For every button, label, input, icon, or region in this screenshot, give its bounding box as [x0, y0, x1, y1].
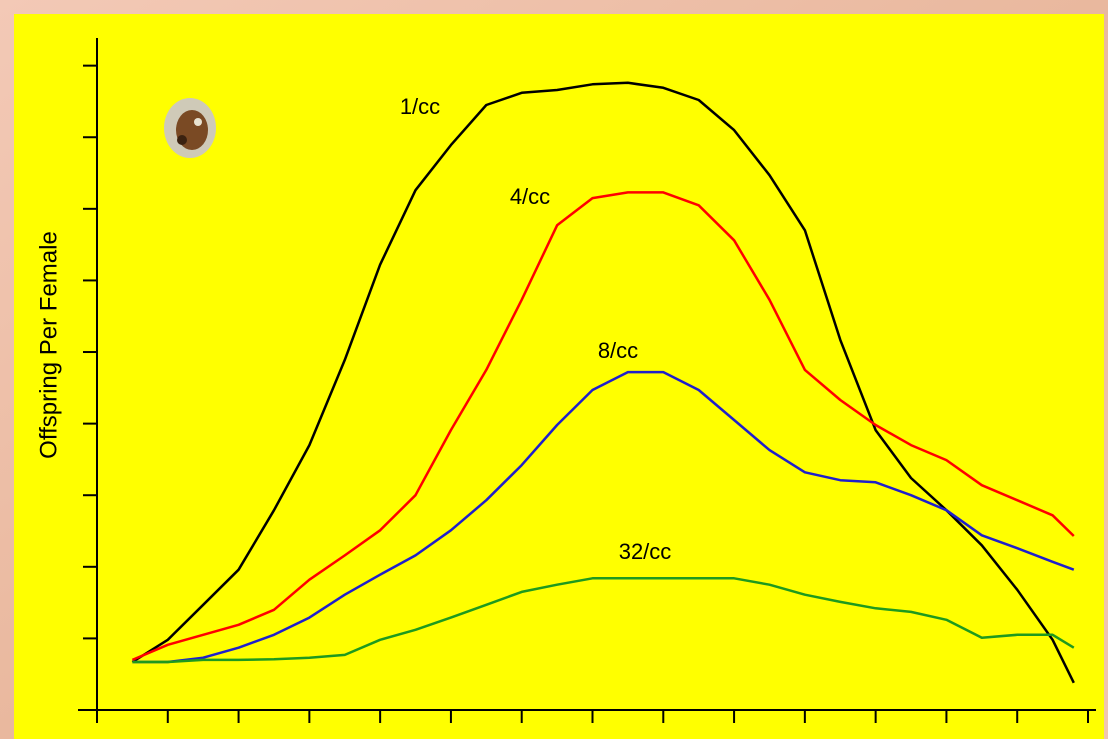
chart: Offspring Per Female 1/cc 4/cc 8/cc 32/cc [0, 0, 1108, 739]
series-label: 4/cc [510, 184, 550, 209]
series-label: 1/cc [400, 94, 440, 119]
series-label: 32/cc [619, 539, 672, 564]
series-label: 8/cc [598, 338, 638, 363]
y-axis-label: Offspring Per Female [35, 231, 62, 459]
bug-icon [164, 98, 216, 158]
